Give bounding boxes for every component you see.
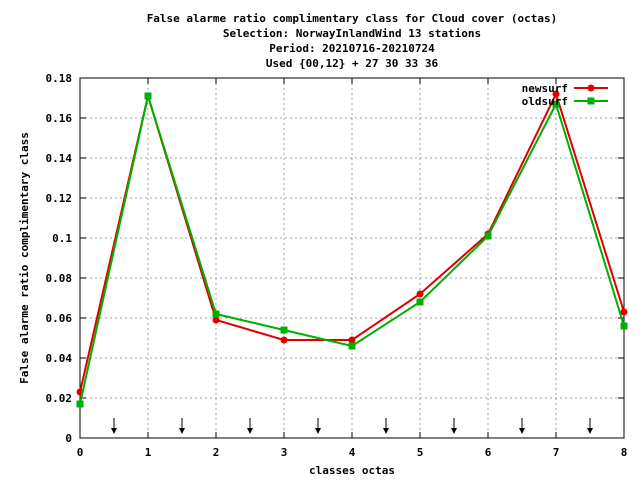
y-axis: 0 0.02 0.04 0.06 0.08 0.1 0.12 0.14 0.16 0.18: [46, 72, 624, 445]
series-layer: [76, 90, 628, 408]
arrow-markers: [111, 418, 593, 434]
down-arrow-icon: [111, 418, 117, 434]
x-axis: 0 1 2 3 4 5 6 7 8: [77, 78, 628, 459]
x-tick-label: 6: [485, 446, 492, 459]
down-arrow-icon: [519, 418, 525, 434]
y-tick-label: 0.14: [46, 152, 73, 165]
x-tick-label: 0: [77, 446, 84, 459]
legend-item: newsurf: [522, 82, 608, 95]
title-line: Used {00,12} + 27 30 33 36: [266, 57, 439, 70]
down-arrow-icon: [179, 418, 185, 434]
data-point: [348, 342, 356, 350]
down-arrow-icon: [587, 418, 593, 434]
y-tick-label: 0.06: [46, 312, 73, 325]
data-point: [76, 400, 84, 408]
down-arrow-icon: [315, 418, 321, 434]
y-tick-label: 0.02: [46, 392, 73, 405]
data-point: [484, 232, 492, 240]
y-tick-label: 0: [65, 432, 72, 445]
title-line: False alarme ratio complimentary class f…: [147, 12, 558, 25]
down-arrow-icon: [383, 418, 389, 434]
legend-marker: [587, 97, 595, 105]
x-tick-label: 8: [621, 446, 628, 459]
y-axis-label: False alarme ratio complimentary class: [18, 132, 31, 384]
y-tick-label: 0.1: [52, 232, 72, 245]
legend-label: newsurf: [522, 82, 568, 95]
x-tick-label: 5: [417, 446, 424, 459]
grid: [80, 78, 624, 438]
title-line: Period: 20210716-20210724: [269, 42, 435, 55]
down-arrow-icon: [247, 418, 253, 434]
y-tick-label: 0.12: [46, 192, 73, 205]
data-point: [620, 308, 628, 316]
y-tick-label: 0.08: [46, 272, 73, 285]
x-axis-label: classes octas: [309, 464, 395, 477]
chart-title: False alarme ratio complimentary class f…: [147, 12, 558, 70]
x-tick-label: 7: [553, 446, 560, 459]
data-point: [212, 316, 220, 324]
data-point: [416, 290, 424, 298]
legend-label: oldsurf: [522, 95, 568, 108]
data-point: [280, 326, 288, 334]
data-point: [144, 92, 152, 100]
data-point: [552, 90, 560, 98]
x-tick-label: 3: [281, 446, 288, 459]
legend-marker: [587, 84, 595, 92]
y-tick-label: 0.04: [46, 352, 73, 365]
series-oldsurf: [76, 92, 628, 408]
x-tick-label: 4: [349, 446, 356, 459]
data-point: [212, 310, 220, 318]
y-tick-label: 0.16: [46, 112, 73, 125]
legend-item: oldsurf: [522, 95, 608, 108]
data-point: [620, 322, 628, 330]
data-point: [416, 298, 424, 306]
x-tick-label: 1: [145, 446, 152, 459]
title-line: Selection: NorwayInlandWind 13 stations: [223, 27, 481, 40]
y-tick-label: 0.18: [46, 72, 73, 85]
data-point: [348, 336, 356, 344]
down-arrow-icon: [451, 418, 457, 434]
x-tick-label: 2: [213, 446, 220, 459]
data-point: [280, 336, 288, 344]
data-point: [552, 100, 560, 108]
